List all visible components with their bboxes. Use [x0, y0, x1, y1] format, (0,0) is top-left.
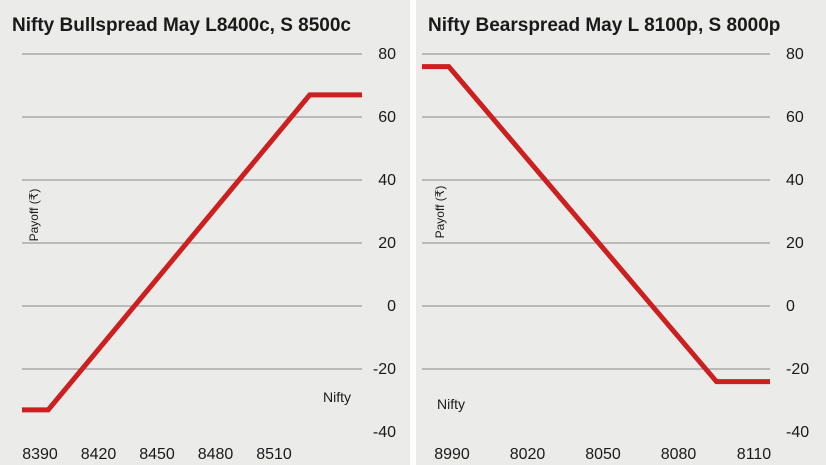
chart-panel-1: 80 60 40 20 0 -20 -40 8390 8420 8450 8480 8510 Nifty… [12, 15, 396, 463]
y-tick-label: 0 [387, 298, 396, 315]
x-tick-label: 8110 [737, 446, 772, 463]
x-tick-label: 8420 [81, 446, 117, 463]
y-tick-label: -20 [786, 361, 809, 378]
x-tick-label: 8990 [434, 446, 470, 463]
y-tick-label: 0 [786, 298, 795, 315]
x-tick-label: 8080 [661, 446, 697, 463]
y-axis-label: Payoff (₹) [27, 189, 41, 242]
y-tick-label: 20 [378, 235, 396, 252]
x-axis-label: Nifty [437, 396, 465, 412]
y-tick-label: 60 [378, 109, 396, 126]
x-tick-label: 8480 [198, 446, 234, 463]
y-tick-label: 40 [786, 172, 804, 189]
y-tick-label: 80 [378, 46, 396, 63]
y-tick-label: 40 [378, 172, 396, 189]
chart-title: Nifty Bearspread May L 8100p, S 8000p [428, 15, 780, 36]
chart-panel-2: 80 60 40 20 0 -20 -40 8990 8020 8050 8080 8110 Nifty… [410, 0, 809, 465]
x-tick-label: 8390 [22, 446, 58, 463]
y-axis-label: Payoff (₹) [433, 186, 447, 239]
x-axis-label: Nifty [323, 389, 351, 405]
chart-title: Nifty Bullspread May L8400c, S 8500c [12, 15, 351, 36]
y-tick-label: 60 [786, 109, 804, 126]
y-tick-label: 20 [786, 235, 804, 252]
x-tick-label: 8050 [585, 446, 621, 463]
y-tick-label: -20 [373, 361, 396, 378]
y-tick-label: -40 [786, 424, 809, 441]
x-tick-label: 8450 [139, 446, 175, 463]
payoff-line [22, 92, 362, 413]
x-tick-label: 8510 [256, 446, 292, 463]
y-tick-label: -40 [373, 424, 396, 441]
y-tick-label: 80 [786, 46, 804, 63]
x-tick-label: 8020 [510, 446, 546, 463]
payoff-line [422, 64, 770, 385]
